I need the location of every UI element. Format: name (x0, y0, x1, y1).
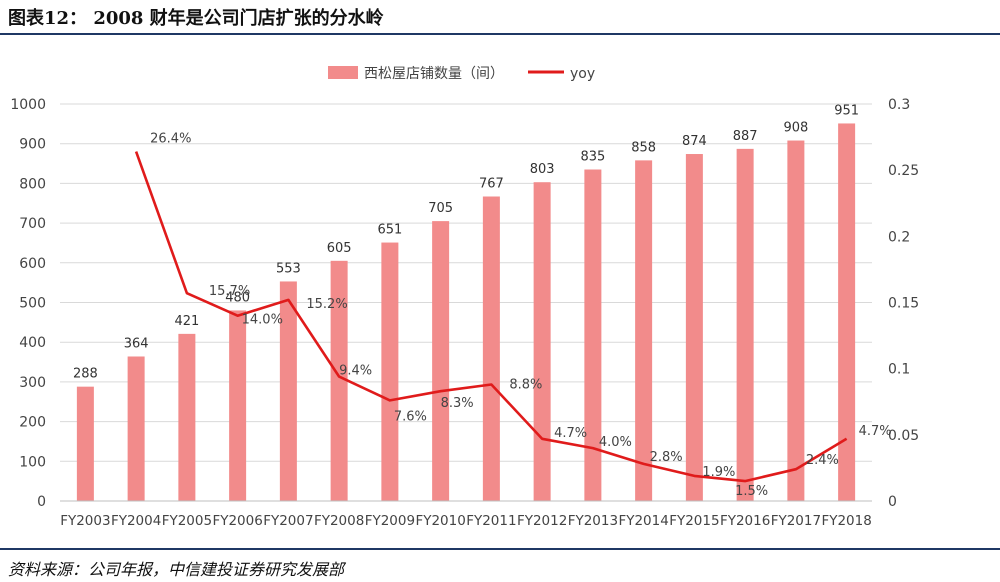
yoy-value-label: 2.4% (806, 453, 839, 468)
bar-value-label: 705 (428, 201, 453, 216)
x-tick-label: FY2014 (618, 513, 668, 529)
x-tick-label: FY2005 (162, 513, 212, 529)
bar-fy2010 (432, 221, 450, 502)
y-left-tick-label: 0 (37, 494, 46, 510)
bar-fy2011 (482, 196, 500, 501)
yoy-line-layer (134, 151, 848, 483)
legend: 西松屋店铺数量（间） yoy (328, 66, 595, 82)
bar-value-label: 480 (225, 290, 250, 305)
y-left-tick-label: 400 (19, 335, 46, 351)
bar-fy2007 (279, 281, 297, 501)
y-left-tick-label: 300 (19, 375, 46, 391)
yoy-value-label: 8.8% (509, 378, 542, 393)
bar-value-label: 364 (124, 336, 149, 351)
data-labels: 288 364 421 480 553 605 651 705 767 803 835 858 874 8… (73, 103, 892, 499)
y-right-tick-label: 0.05 (888, 428, 919, 444)
y-left-tick-label: 600 (19, 256, 46, 272)
bar-fy2012 (533, 182, 551, 502)
bar-value-label: 803 (530, 162, 555, 177)
bars (76, 123, 856, 502)
x-tick-label: FY2017 (771, 513, 821, 529)
bar-value-label: 553 (276, 261, 301, 276)
yoy-value-label: 1.5% (735, 484, 768, 499)
bar-value-label: 908 (783, 121, 808, 136)
bar-value-label: 951 (834, 103, 859, 118)
y-right-tick-label: 0.25 (888, 163, 919, 179)
yoy-value-label: 4.0% (599, 435, 632, 450)
y-left-tick-label: 800 (19, 176, 46, 192)
y-right-tick-label: 0.3 (888, 97, 910, 113)
bar-value-label: 767 (479, 177, 504, 192)
bar-fy2018 (838, 123, 856, 501)
x-tick-label: FY2011 (466, 513, 516, 529)
yoy-line (134, 151, 848, 483)
legend-bar-swatch (328, 66, 358, 79)
yoy-value-label: 15.7% (209, 284, 250, 299)
y-right-tick-label: 0.1 (888, 362, 910, 378)
source-note: 资料来源：公司年报，中信建投证券研究发展部 (8, 560, 345, 579)
legend-bar-label: 西松屋店铺数量（间） (364, 66, 504, 82)
x-tick-label: FY2015 (669, 513, 719, 529)
bar-value-label: 874 (682, 134, 707, 149)
x-tick-label: FY2007 (263, 513, 313, 529)
x-tick-label: FY2009 (365, 513, 415, 529)
bar-fy2016 (736, 148, 754, 501)
axes: 0 100 200 300 400 500 600 700 800 900 1000 0 0.05 0.1… (10, 97, 919, 529)
x-tick-label: FY2010 (415, 513, 465, 529)
yoy-value-label: 14.0% (242, 313, 283, 328)
yoy-value-label: 7.6% (394, 409, 427, 424)
y-left-tick-label: 900 (19, 137, 46, 153)
yoy-value-label: 4.7% (554, 426, 587, 441)
y-right-tick-label: 0.2 (888, 229, 910, 245)
x-tick-label: FY2018 (821, 513, 871, 529)
page-title: 图表12： 2008 财年是公司门店扩张的分水岭 (8, 8, 384, 29)
bar-value-label: 858 (631, 140, 656, 155)
yoy-value-label: 9.4% (339, 364, 372, 379)
bar-fy2006 (229, 310, 247, 501)
bar-fy2015 (685, 154, 703, 501)
bar-fy2005 (178, 333, 196, 501)
y-right-tick-label: 0 (888, 494, 897, 510)
bar-fy2013 (584, 169, 602, 501)
bar-value-label: 288 (73, 367, 98, 382)
x-tick-label: FY2004 (111, 513, 161, 529)
x-tick-label: FY2016 (720, 513, 770, 529)
x-tick-label: FY2012 (517, 513, 567, 529)
legend-line-label: yoy (570, 66, 595, 82)
bar-value-label: 421 (174, 314, 199, 329)
x-tick-label: FY2013 (568, 513, 618, 529)
bar-value-label: 651 (377, 223, 402, 238)
footer-divider (0, 548, 1000, 550)
bar-fy2009 (381, 242, 399, 502)
y-left-tick-label: 100 (19, 454, 46, 470)
yoy-value-label: 15.2% (306, 297, 347, 312)
y-left-tick-label: 1000 (10, 97, 46, 113)
bar-fy2017 (787, 140, 805, 502)
yoy-value-label: 4.7% (859, 424, 892, 439)
yoy-value-label: 1.9% (702, 465, 735, 480)
title-divider (0, 33, 1000, 35)
bar-fy2003 (76, 386, 94, 501)
yoy-value-label: 26.4% (150, 132, 191, 147)
bar-fy2004 (127, 356, 145, 501)
y-left-tick-label: 500 (19, 296, 46, 312)
bar-value-label: 605 (327, 241, 352, 256)
bar-value-label: 835 (580, 150, 605, 165)
y-left-tick-label: 700 (19, 216, 46, 232)
y-right-tick-label: 0.15 (888, 296, 919, 312)
bar-fy2008 (330, 260, 348, 501)
x-tick-label: FY2008 (314, 513, 364, 529)
y-left-tick-label: 200 (19, 415, 46, 431)
x-tick-label: FY2006 (212, 513, 262, 529)
x-tick-label: FY2003 (60, 513, 110, 529)
yoy-value-label: 2.8% (650, 450, 683, 465)
bar-fy2014 (635, 160, 653, 501)
bar-value-label: 887 (733, 129, 758, 144)
combo-chart: 288 364 421 480 553 605 651 705 767 803 835 858 874 8… (10, 66, 919, 529)
yoy-value-label: 8.3% (441, 396, 474, 411)
